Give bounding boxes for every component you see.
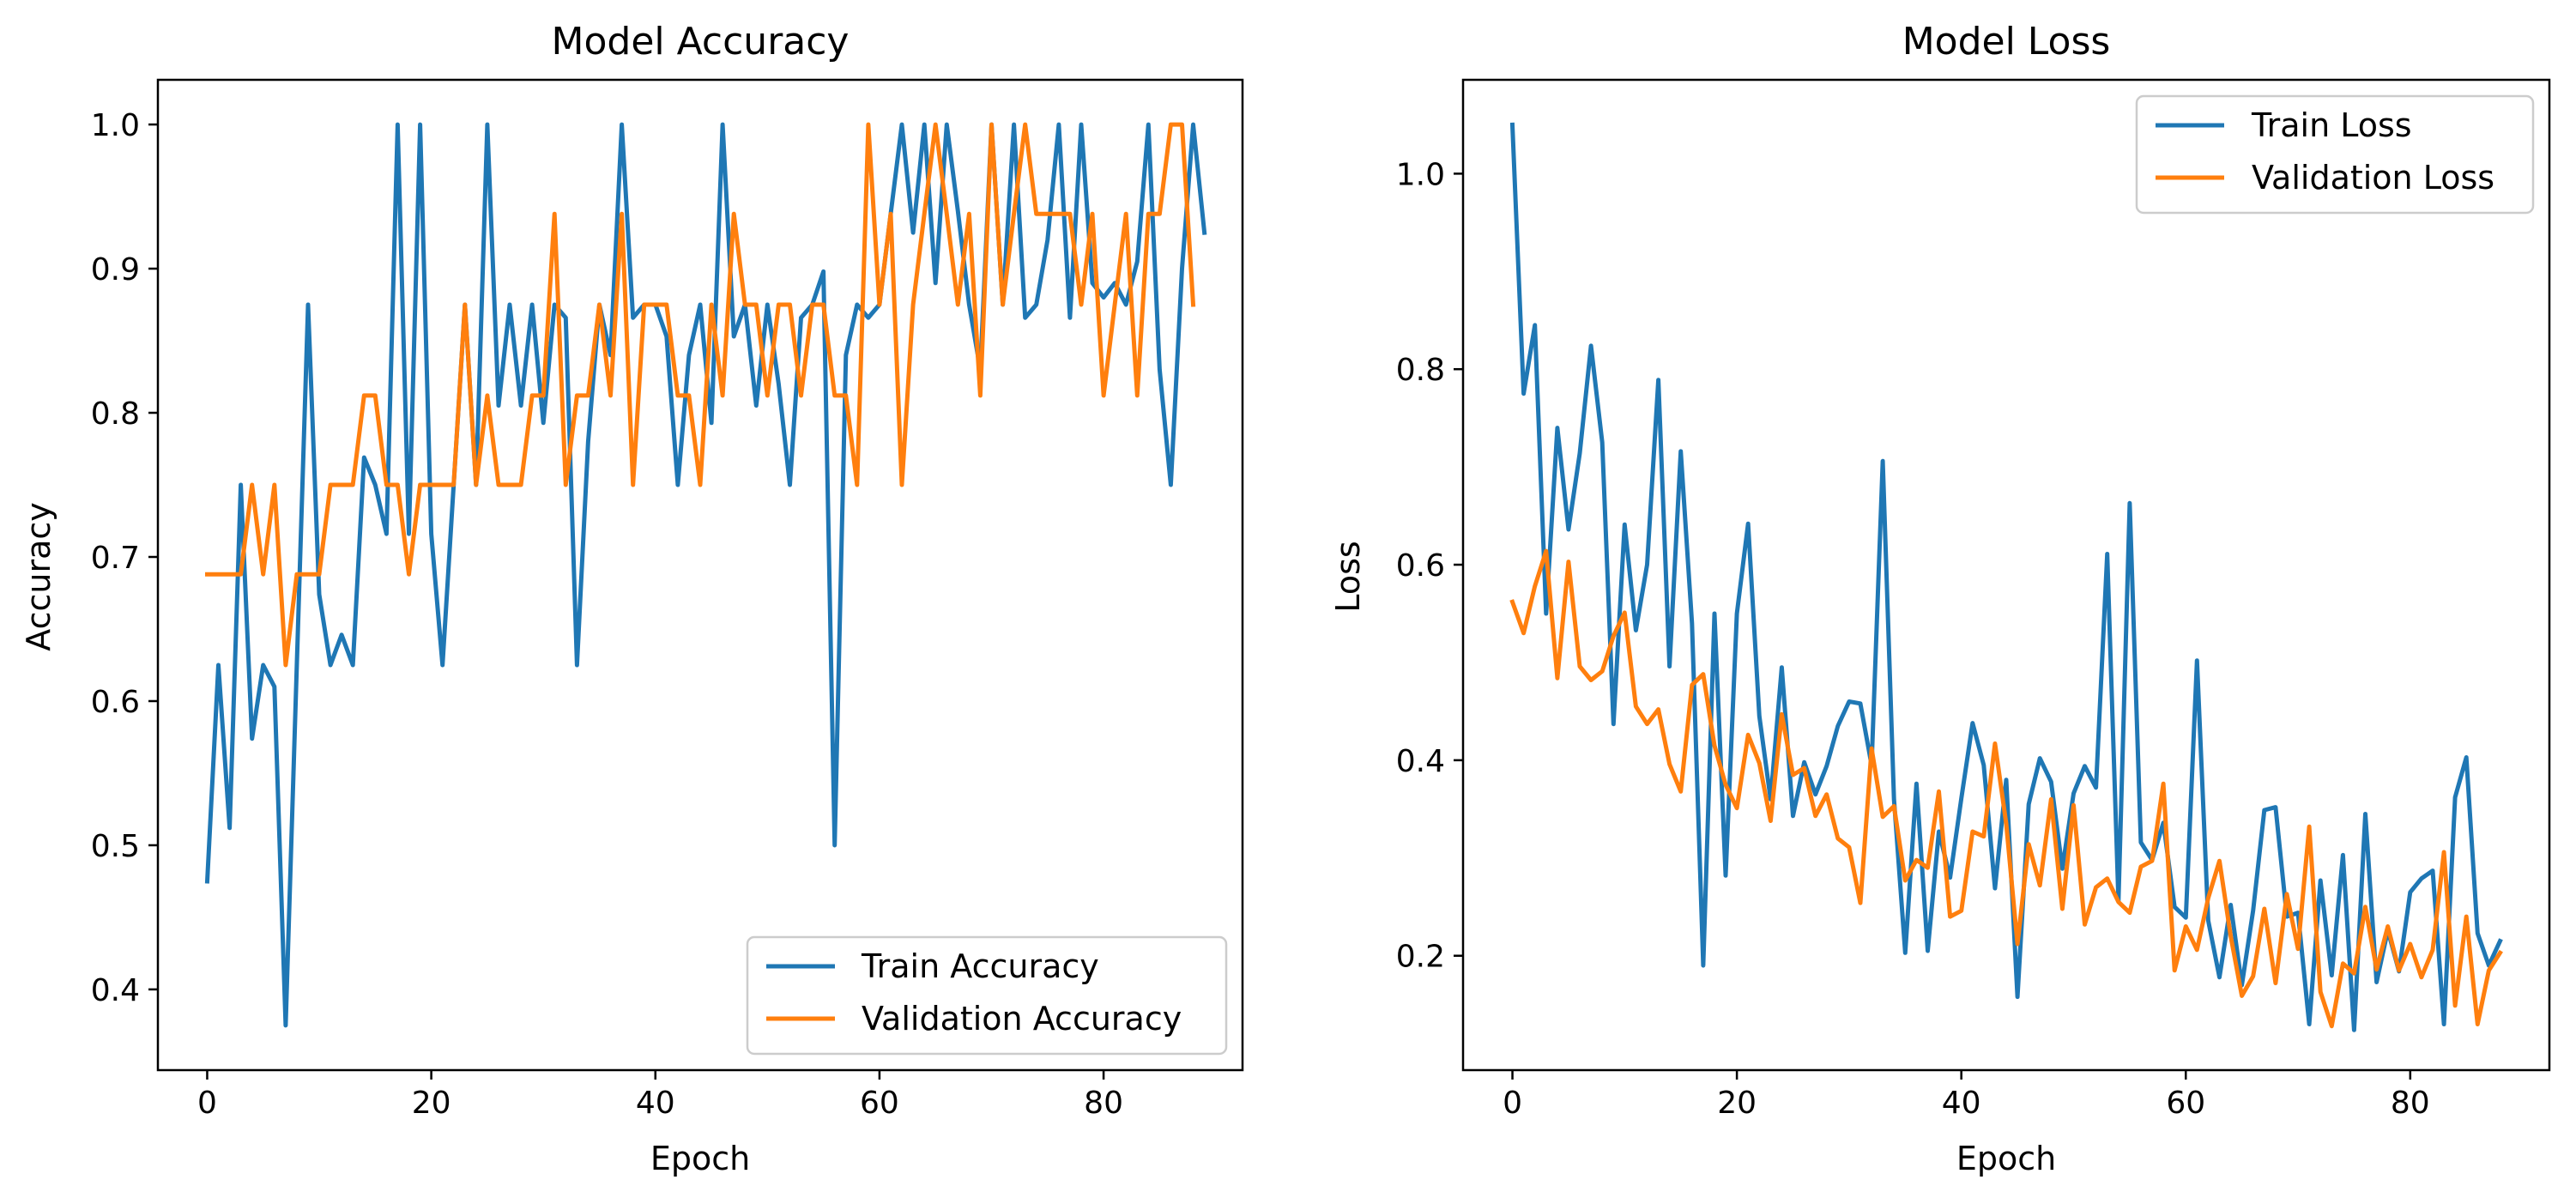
loss-x-tick-label: 80 — [2391, 1086, 2430, 1121]
loss-legend: Train Loss Validation Loss — [2135, 94, 2535, 215]
legend-label-validation-accuracy: Validation Accuracy — [862, 1000, 1182, 1038]
loss-x-tick-label: 20 — [1717, 1086, 1757, 1121]
accuracy-x-tick-label: 60 — [860, 1086, 899, 1121]
loss-x-tick-label: 60 — [2166, 1086, 2205, 1121]
accuracy-ticks: 0 20 40 60 80 0.4 0.5 0.6 0.7 0.8 0.9 1.0 — [91, 108, 1123, 1121]
loss-y-tick-label: 0.6 — [1396, 548, 1445, 584]
accuracy-y-tick-label: 0.9 — [91, 252, 140, 287]
series-line-validation-loss — [1509, 548, 2503, 1029]
accuracy-y-tick-label: 0.5 — [91, 829, 140, 864]
accuracy-y-tick-label: 0.4 — [91, 973, 140, 1008]
accuracy-x-tick-label: 80 — [1084, 1086, 1123, 1121]
loss-plot-frame — [1461, 78, 2551, 1072]
loss-x-tick-label: 0 — [1503, 1086, 1522, 1121]
accuracy-y-tick-label: 1.0 — [91, 108, 140, 143]
loss-y-tick-label: 0.8 — [1396, 353, 1445, 388]
loss-ticks: 0 20 40 60 80 0.2 0.4 0.6 0.8 1.0 — [1396, 157, 2430, 1121]
accuracy-chart: Model Accuracy Epoch Accuracy 0 20 40 60 800… — [20, 20, 1244, 1177]
accuracy-y-tick-label: 0.8 — [91, 396, 140, 432]
accuracy-chart-title: Model Accuracy — [552, 20, 850, 64]
series-line-validation-accuracy — [205, 122, 1196, 668]
legend-label-train-loss: Train Loss — [2251, 106, 2412, 144]
legend-label-train-accuracy: Train Accuracy — [861, 947, 1099, 985]
accuracy-plot-frame — [156, 78, 1244, 1072]
loss-chart-title: Model Loss — [1902, 20, 2111, 64]
loss-y-tick-label: 0.2 — [1396, 940, 1445, 975]
legend-label-validation-loss: Validation Loss — [2252, 159, 2494, 197]
accuracy-y-tick-label: 0.7 — [91, 541, 140, 576]
accuracy-x-tick-label: 40 — [636, 1086, 675, 1121]
accuracy-x-tick-label: 0 — [197, 1086, 217, 1121]
loss-y-tick-label: 0.4 — [1396, 744, 1445, 779]
series-line-train-accuracy — [204, 122, 1207, 1028]
loss-legend-box — [2135, 94, 2535, 215]
loss-x-axis-label: Epoch — [1956, 1140, 2056, 1177]
series-line-train-loss — [1509, 122, 2503, 1032]
accuracy-y-axis-label: Accuracy — [20, 502, 57, 651]
accuracy-legend-box — [746, 935, 1228, 1056]
loss-y-tick-label: 1.0 — [1396, 157, 1445, 192]
loss-x-tick-label: 40 — [1942, 1086, 1981, 1121]
accuracy-y-tick-label: 0.6 — [91, 685, 140, 720]
accuracy-series-lines — [204, 122, 1207, 1028]
loss-chart: Model Loss Epoch Loss 0 20 40 60 80 0.2 0.4 0.6… — [1329, 20, 2551, 1177]
loss-y-axis-label: Loss — [1329, 541, 1367, 612]
accuracy-x-tick-label: 20 — [412, 1086, 451, 1121]
loss-series-lines — [1509, 122, 2503, 1032]
accuracy-legend: Train Accuracy Validation Accuracy — [746, 935, 1228, 1056]
accuracy-x-axis-label: Epoch — [650, 1140, 750, 1177]
